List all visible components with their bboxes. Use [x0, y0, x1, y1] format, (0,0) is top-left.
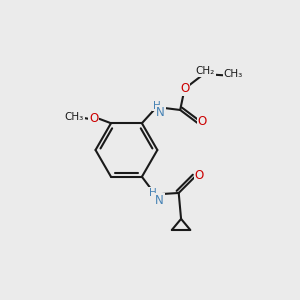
Text: CH₂: CH₂: [196, 66, 215, 76]
Text: O: O: [195, 169, 204, 182]
Text: CH₃: CH₃: [224, 69, 243, 79]
Text: O: O: [198, 115, 207, 128]
Text: N: N: [156, 106, 165, 119]
Text: N: N: [155, 194, 164, 207]
Text: H: H: [153, 100, 160, 111]
Text: CH₃: CH₃: [64, 112, 84, 122]
Text: O: O: [89, 112, 98, 125]
Text: H: H: [149, 188, 157, 198]
Text: O: O: [180, 82, 189, 95]
